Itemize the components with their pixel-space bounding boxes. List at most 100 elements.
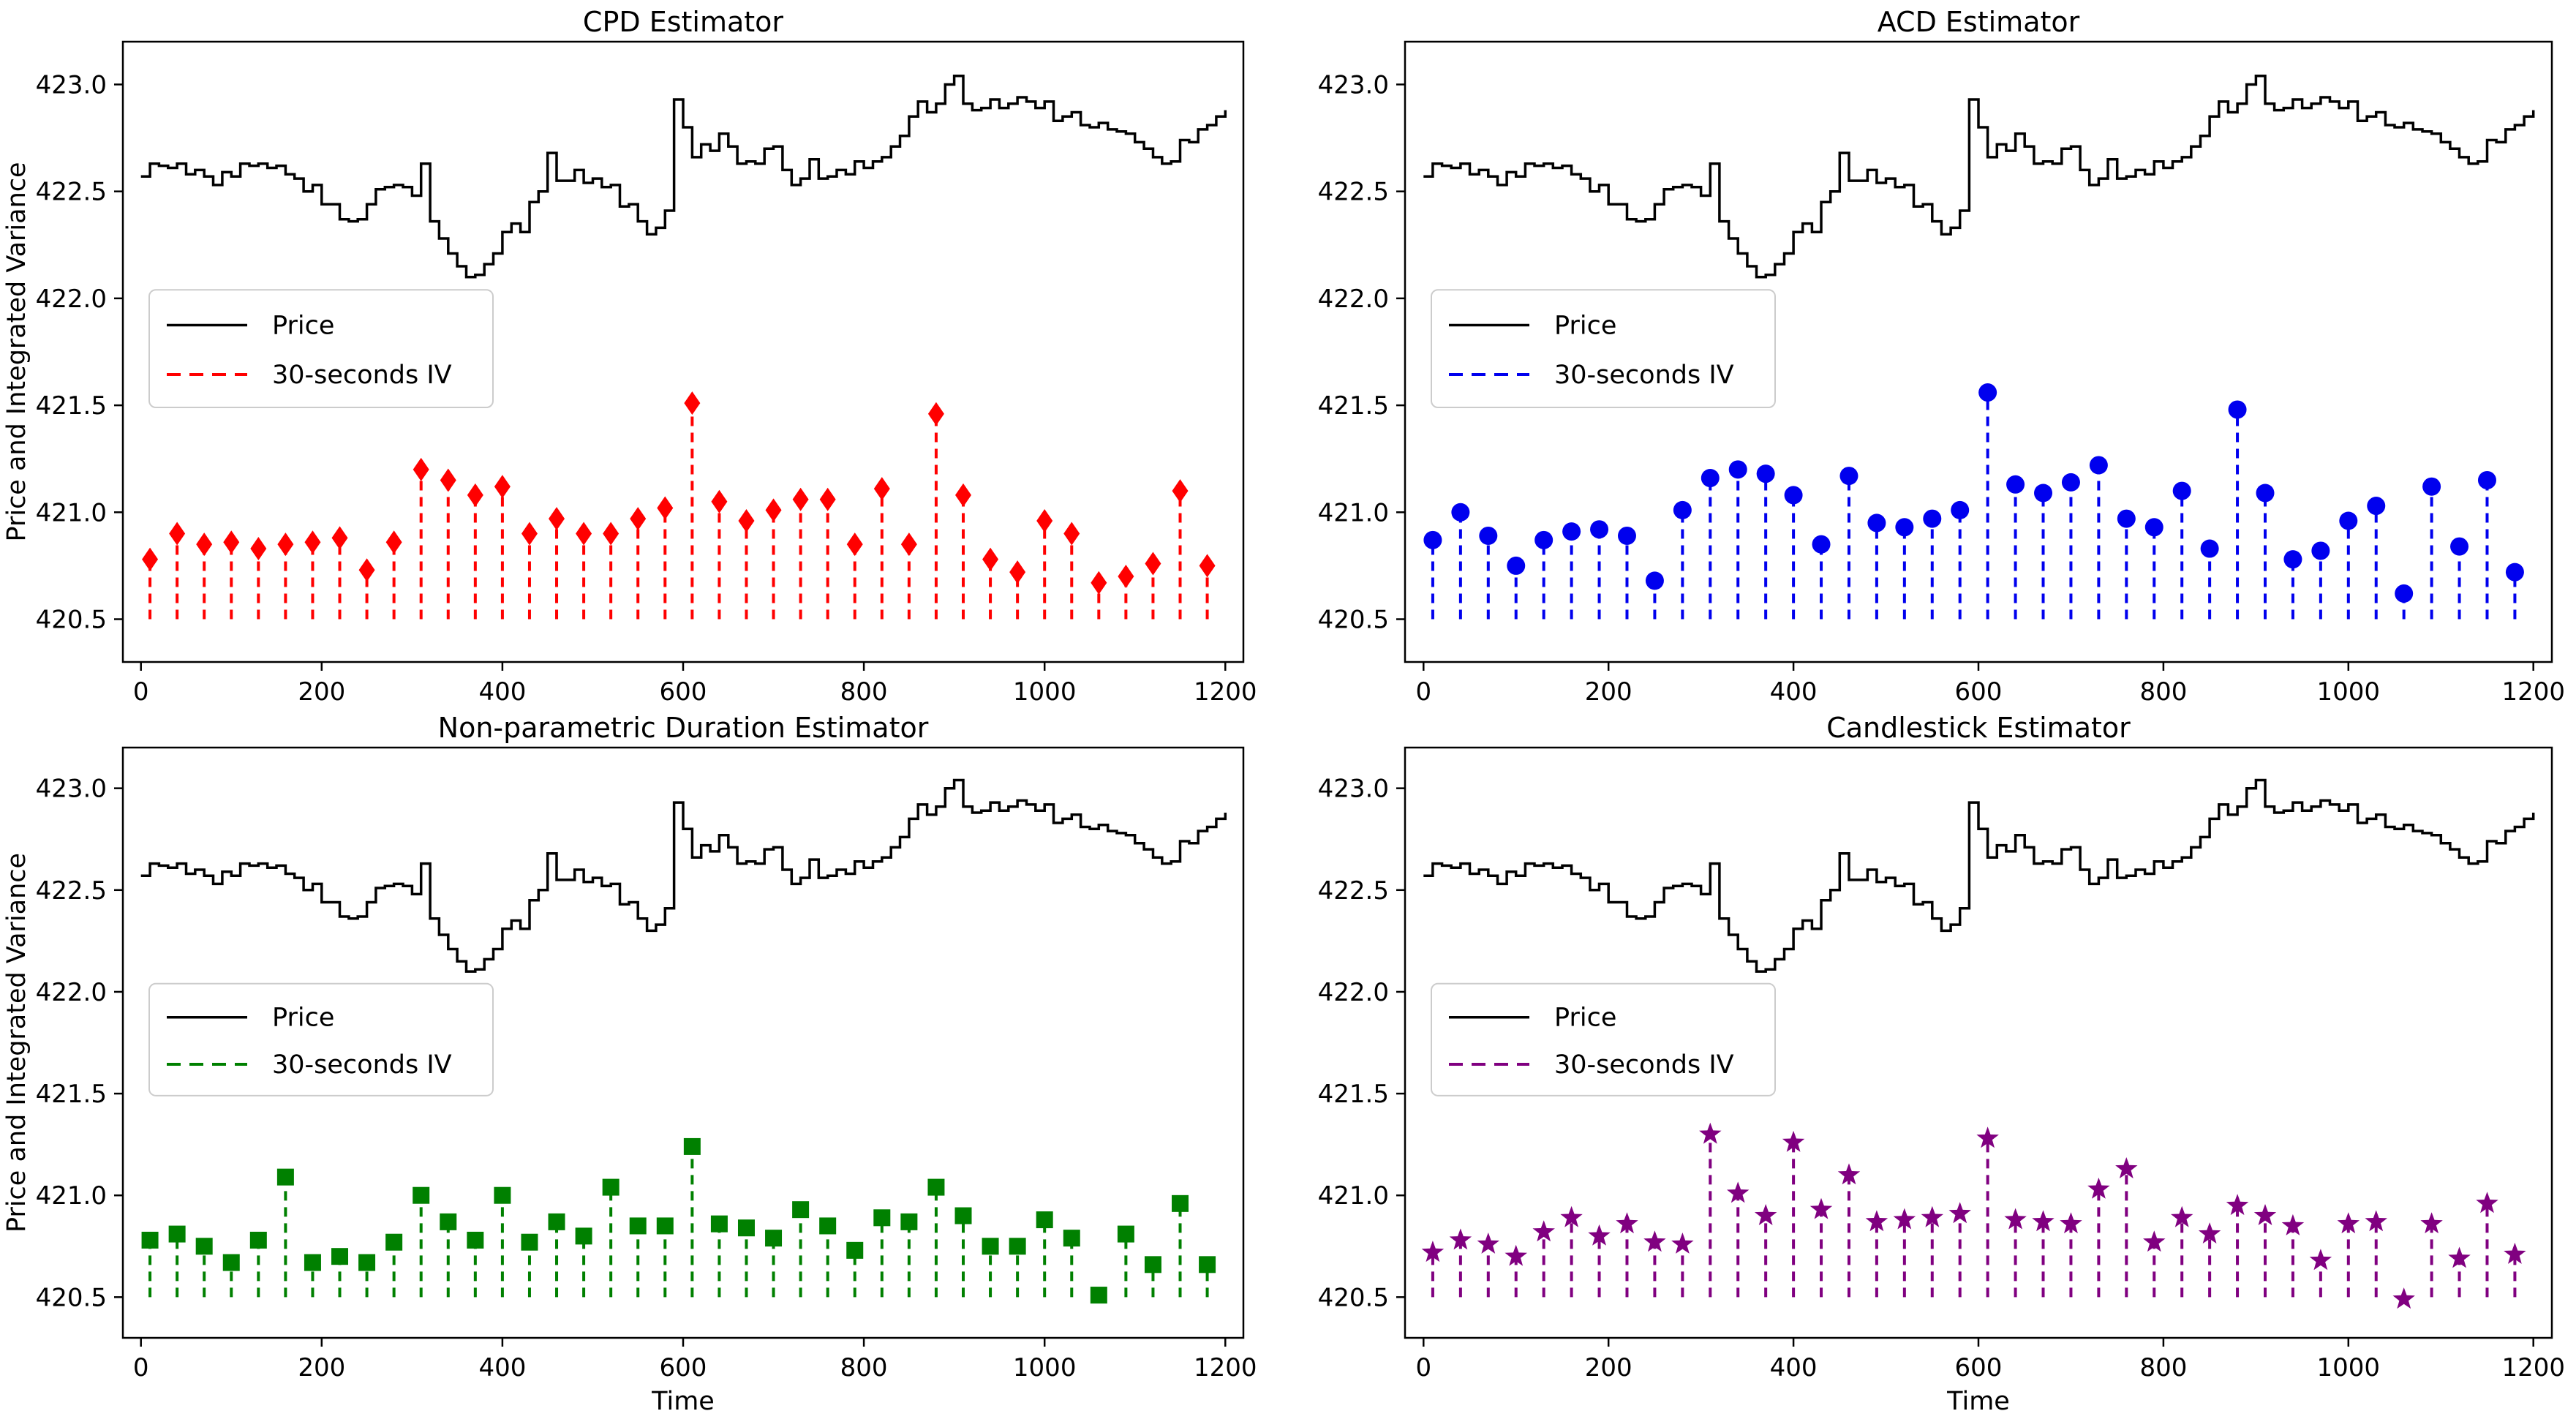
y-axis-label: Price and Integrated Variance [2,162,31,541]
x-tick-label: 0 [1415,677,1431,706]
iv-marker-circle [1839,467,1858,486]
iv-marker-square [683,1137,701,1155]
iv-marker-circle [1728,460,1747,479]
candlestick-chart-svg: Candlestick Estimator 0 200 400 600 800 1000 12… [1318,712,2565,1411]
iv-marker-diamond [196,533,213,557]
x-tick-label: 600 [1955,1353,2003,1382]
iv-marker-square [819,1217,837,1235]
y-tick-label: 421.0 [36,1181,107,1211]
iv-marker-star [1921,1205,1943,1227]
iv-marker-diamond [521,522,538,546]
iv-marker-square [141,1231,159,1249]
x-tick-label: 800 [840,677,888,706]
iv-marker-star [1727,1181,1750,1203]
iv-marker-diamond [549,507,565,531]
iv-marker-circle [1978,383,1997,402]
legend-box [1431,289,1776,409]
iv-marker-diamond [358,558,375,582]
iv-marker-star [1477,1233,1499,1254]
iv-marker-square [222,1254,240,1271]
y-tick-label: 422.0 [1318,978,1389,1007]
iv-marker-diamond [955,483,971,507]
y-tick-label: 422.5 [1318,876,1389,906]
iv-marker-circle [2422,477,2441,496]
iv-marker-diamond [576,522,592,546]
price-line [1423,778,2535,973]
x-tick-label: 200 [1585,1353,1632,1382]
y-tick-label: 422.5 [36,876,107,906]
iv-marker-circle [1423,530,1442,549]
iv-marker-diamond [331,526,348,550]
y-tick-label: 423.0 [1318,775,1389,804]
iv-marker-star [2004,1208,2027,1230]
y-tick-label: 422.5 [36,178,107,207]
iv-marker-star [1560,1205,1583,1227]
x-axis-label: Time [651,1387,715,1411]
iv-marker-circle [2283,550,2302,569]
iv-marker-circle [2395,584,2414,603]
iv-marker-circle [2144,518,2163,537]
x-tick-label: 400 [1770,1353,1818,1382]
iv-marker-diamond [1036,509,1053,533]
iv-marker-diamond [1199,554,1216,578]
iv-marker-star [2281,1214,2305,1235]
iv-marker-square [276,1168,294,1186]
iv-marker-star [2143,1230,2166,1252]
iv-marker-circle [1451,503,1470,522]
x-tick-label: 600 [660,1353,707,1382]
x-tick-label: 800 [840,1353,888,1382]
iv-marker-diamond [413,457,429,481]
iv-marker-star [1504,1244,1527,1266]
iv-marker-circle [1784,486,1803,505]
chart-title: CPD Estimator [583,6,784,38]
iv-marker-star [1754,1204,1777,1225]
iv-marker-diamond [142,547,159,571]
x-tick-label: 200 [298,1353,345,1382]
iv-marker-square [792,1201,810,1219]
x-tick-label: 800 [2139,1353,2187,1382]
iv-marker-diamond [223,530,240,554]
iv-marker-star [2253,1204,2277,1225]
iv-marker-diamond [765,498,782,522]
iv-marker-square [413,1186,430,1204]
iv-marker-diamond [900,533,917,557]
iv-marker-star [1616,1212,1638,1234]
x-tick-label: 1000 [2317,677,2381,706]
iv-marker-circle [2200,539,2219,558]
iv-marker-diamond [304,530,321,554]
iv-marker-square [548,1213,565,1230]
iv-marker-diamond [711,489,728,513]
iv-marker-diamond [277,533,294,557]
iv-marker-star [1809,1197,1833,1219]
iv-marker-circle [2339,511,2358,530]
y-tick-label: 423.0 [1318,70,1389,99]
iv-marker-square [358,1254,376,1271]
iv-marker-square [1090,1287,1107,1304]
iv-marker-square [710,1215,728,1233]
iv-marker-star [1976,1126,1999,1148]
iv-marker-square [195,1238,213,1255]
iv-marker-star [1421,1241,1445,1263]
y-tick-label: 423.0 [36,70,107,99]
iv-marker-square [602,1178,619,1196]
iv-marker-square [1063,1230,1080,1247]
chart-title: Candlestick Estimator [1826,712,2131,744]
iv-marker-star [1782,1130,1805,1152]
iv-marker-diamond [250,537,267,561]
nonparametric-chart-svg: Non-parametric Duration Estimator 0 200 400… [2,712,1257,1411]
x-tick-label: 800 [2139,677,2187,706]
panel-candlestick-estimator: Candlestick Estimator 0 200 400 600 800 1000 12… [1288,705,2576,1411]
iv-marker-circle [1701,469,1720,488]
y-tick-label: 421.0 [36,498,107,527]
iv-marker-square [331,1248,349,1265]
iv-marker-circle [1534,530,1553,549]
price-line [1423,75,2535,279]
iv-marker-star [2448,1246,2471,1268]
iv-marker-star [1948,1202,1971,1224]
iv-marker-star [2337,1212,2360,1234]
x-tick-label: 600 [1955,677,2003,706]
iv-marker-star [1893,1208,1916,1230]
iv-marker-square [1144,1256,1161,1273]
x-tick-label: 1200 [2501,677,2565,706]
iv-marker-square [575,1227,592,1245]
